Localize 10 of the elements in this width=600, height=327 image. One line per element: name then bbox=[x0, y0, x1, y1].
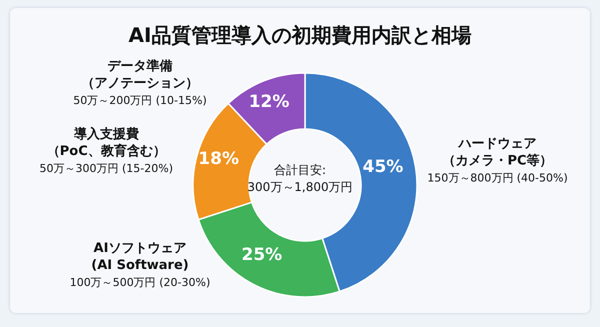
slice-label: データ準備（アノテーション） 50万～200万円 (10-15%) bbox=[73, 59, 207, 108]
text: 合計目安: 300万～1,800万円 bbox=[246, 162, 354, 196]
slice-label: ハードウェア（カメラ・PC等） 150万～800万円 (40-50%) bbox=[427, 136, 568, 184]
data-label: 18% bbox=[198, 149, 239, 170]
chart-title: AI品質管理導入の初期費用内訳と相場 bbox=[128, 22, 472, 49]
data-label: 12% bbox=[248, 92, 290, 112]
data-label: 45% bbox=[362, 156, 404, 177]
data-label: 25% bbox=[242, 244, 282, 265]
slice-label: AIソフトウェア (AI Software) 100万～500万円 (20-30%) bbox=[70, 241, 210, 290]
slice-label: 導入支援費（PoC、教育含む） 50万～300万円 (15-20%) bbox=[40, 126, 174, 176]
